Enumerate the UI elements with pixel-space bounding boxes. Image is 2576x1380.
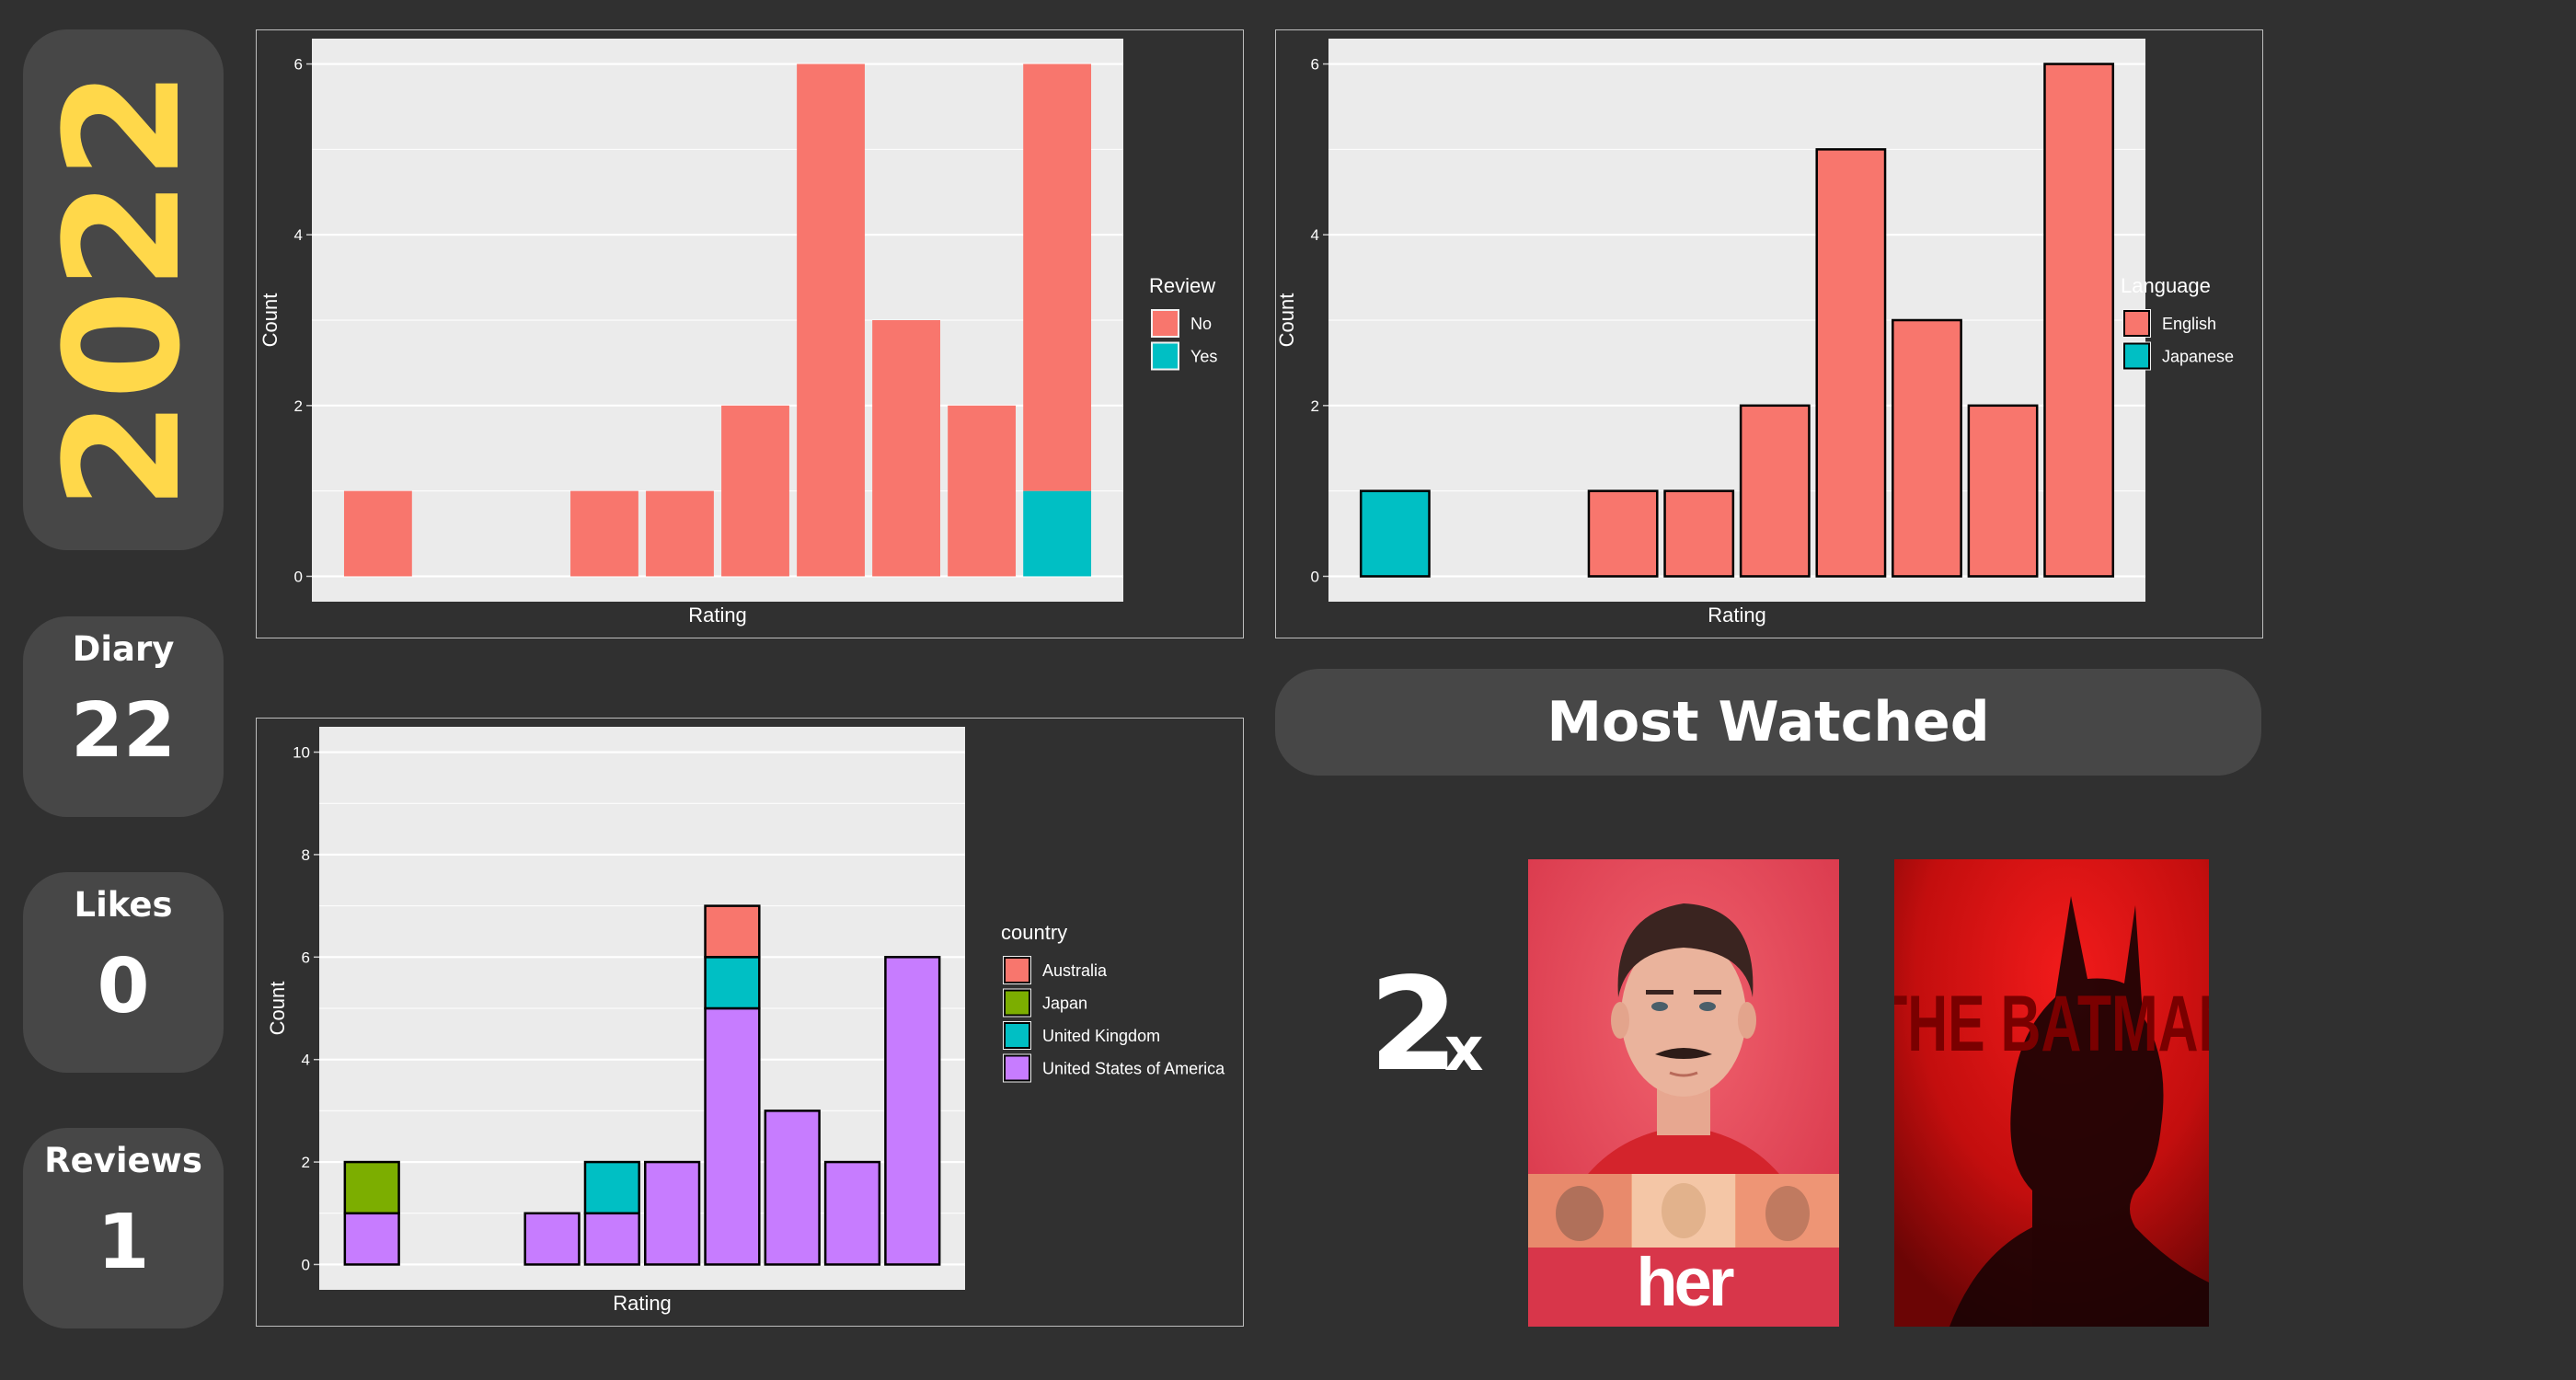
- legend-label: Japanese: [2162, 348, 2234, 366]
- bar-segment-yes: [1023, 490, 1092, 577]
- most-watched-title: Most Watched: [1275, 669, 2261, 776]
- watch-count: 2: [1369, 950, 1459, 1100]
- bar-segment-united-states-of-america: [523, 1212, 581, 1266]
- y-axis-label: Count: [259, 293, 282, 348]
- her-poster-icon: her: [1528, 859, 1839, 1327]
- stat-value: 22: [70, 687, 177, 775]
- bar-segment-united-states-of-america: [764, 1110, 821, 1266]
- stat-value: 0: [97, 943, 150, 1030]
- bar-segment-united-states-of-america: [583, 1212, 640, 1266]
- stat-label: Diary: [72, 629, 175, 669]
- bar-segment-australia: [704, 904, 761, 959]
- bar-segment-no: [1023, 63, 1092, 491]
- legend-title: Language: [2121, 274, 2211, 297]
- legend-swatch: [2123, 310, 2150, 337]
- watch-count-suffix: x: [1444, 1014, 1484, 1085]
- country-chart: 0 2 4 6 8 10 Rating Count country Australia Japan U…: [266, 727, 1225, 1315]
- stat-card-likes: Likes 0: [23, 872, 224, 1073]
- y-axis-label: Count: [1276, 293, 1298, 348]
- legend-label: United States of America: [1042, 1060, 1225, 1078]
- x-axis-label: Rating: [1708, 604, 1766, 627]
- legend-swatch: [1004, 957, 1030, 983]
- y-tick-label: 4: [1311, 226, 1319, 244]
- year-label: 2022: [30, 69, 215, 511]
- her-poster-title: her: [1636, 1244, 1733, 1320]
- y-tick-label: 2: [1311, 397, 1319, 415]
- x-axis-label: Rating: [688, 604, 747, 627]
- legend-label: No: [1190, 315, 1212, 333]
- y-tick-label: 4: [302, 1052, 310, 1069]
- review-chart-panel: 0 2 4 6 Rating Count Review No Yes: [256, 29, 1244, 638]
- y-tick-label: 2: [302, 1154, 310, 1171]
- stat-value: 1: [97, 1199, 150, 1286]
- bar-segment-english: [1663, 489, 1735, 578]
- y-tick-label: 0: [294, 568, 303, 585]
- bar-segment-english: [1739, 404, 1811, 578]
- legend-swatch: [1153, 311, 1178, 336]
- legend-label: Australia: [1042, 961, 1108, 980]
- bar-segment-united-kingdom: [704, 956, 761, 1010]
- language-chart: 0 2 4 6 Rating Count Language English Japanese: [1275, 39, 2234, 627]
- bar-segment-no: [570, 490, 638, 577]
- batman-poster[interactable]: THE BATMAN: [1894, 859, 2209, 1327]
- y-tick-label: 10: [293, 744, 310, 762]
- legend-swatch: [1153, 343, 1178, 369]
- bar-segment-united-states-of-america: [343, 1212, 400, 1266]
- y-tick-label: 0: [302, 1256, 310, 1273]
- legend-title: country: [1001, 921, 1067, 944]
- bar-segment-no: [797, 63, 865, 577]
- bar-segment-english: [1967, 404, 2039, 578]
- bar-segment-no: [343, 490, 412, 577]
- bar-segment-united-kingdom: [583, 1160, 640, 1215]
- her-poster[interactable]: her: [1528, 859, 1839, 1327]
- legend-label: Japan: [1042, 995, 1087, 1013]
- bar-segment-japan: [343, 1160, 400, 1215]
- year-card: 2022: [23, 29, 224, 550]
- y-tick-label: 0: [1311, 568, 1319, 585]
- batman-poster-title: THE BATMAN: [1894, 978, 2209, 1067]
- legend-swatch: [1004, 1022, 1030, 1049]
- legend-swatch: [1004, 1054, 1030, 1082]
- review-chart: 0 2 4 6 Rating Count Review No Yes: [259, 39, 1217, 627]
- country-chart-panel: 0 2 4 6 8 10 Rating Count country Australia Japan U…: [256, 718, 1244, 1327]
- bar-segment-english: [2043, 63, 2115, 578]
- bar-segment-english: [1587, 489, 1659, 578]
- legend-swatch: [2123, 342, 2150, 370]
- y-tick-label: 6: [294, 56, 303, 74]
- bar-segment-no: [646, 490, 714, 577]
- legend-title: Review: [1149, 274, 1215, 297]
- y-axis-label: Count: [266, 982, 289, 1036]
- bar-segment-no: [948, 405, 1017, 577]
- y-tick-label: 2: [294, 397, 303, 415]
- legend-label: English: [2162, 315, 2216, 333]
- stat-card-reviews: Reviews 1: [23, 1128, 224, 1328]
- bar-segment-no: [872, 320, 940, 577]
- stat-card-diary: Diary 22: [23, 616, 224, 817]
- bar-segment-united-states-of-america: [823, 1160, 881, 1266]
- bar-segment-japanese: [1359, 489, 1431, 578]
- bar-segment-united-states-of-america: [884, 956, 941, 1266]
- stat-label: Likes: [74, 885, 173, 925]
- bar-segment-no: [721, 405, 789, 577]
- legend-swatch: [1004, 989, 1030, 1017]
- y-tick-label: 6: [302, 949, 310, 966]
- bar-segment-english: [1892, 318, 1962, 578]
- y-tick-label: 8: [302, 846, 310, 864]
- y-tick-label: 6: [1311, 56, 1319, 74]
- language-chart-panel: 0 2 4 6 Rating Count Language English Japanese: [1275, 29, 2263, 638]
- bar-segment-english: [1815, 148, 1887, 578]
- stat-label: Reviews: [44, 1141, 202, 1180]
- bar-segment-united-states-of-america: [644, 1160, 701, 1266]
- x-axis-label: Rating: [613, 1292, 672, 1315]
- batman-poster-icon: THE BATMAN: [1894, 859, 2209, 1327]
- legend-label: Yes: [1190, 348, 1217, 366]
- legend-label: United Kingdom: [1042, 1027, 1160, 1045]
- y-tick-label: 4: [294, 226, 303, 244]
- bar-segment-united-states-of-america: [704, 1006, 761, 1266]
